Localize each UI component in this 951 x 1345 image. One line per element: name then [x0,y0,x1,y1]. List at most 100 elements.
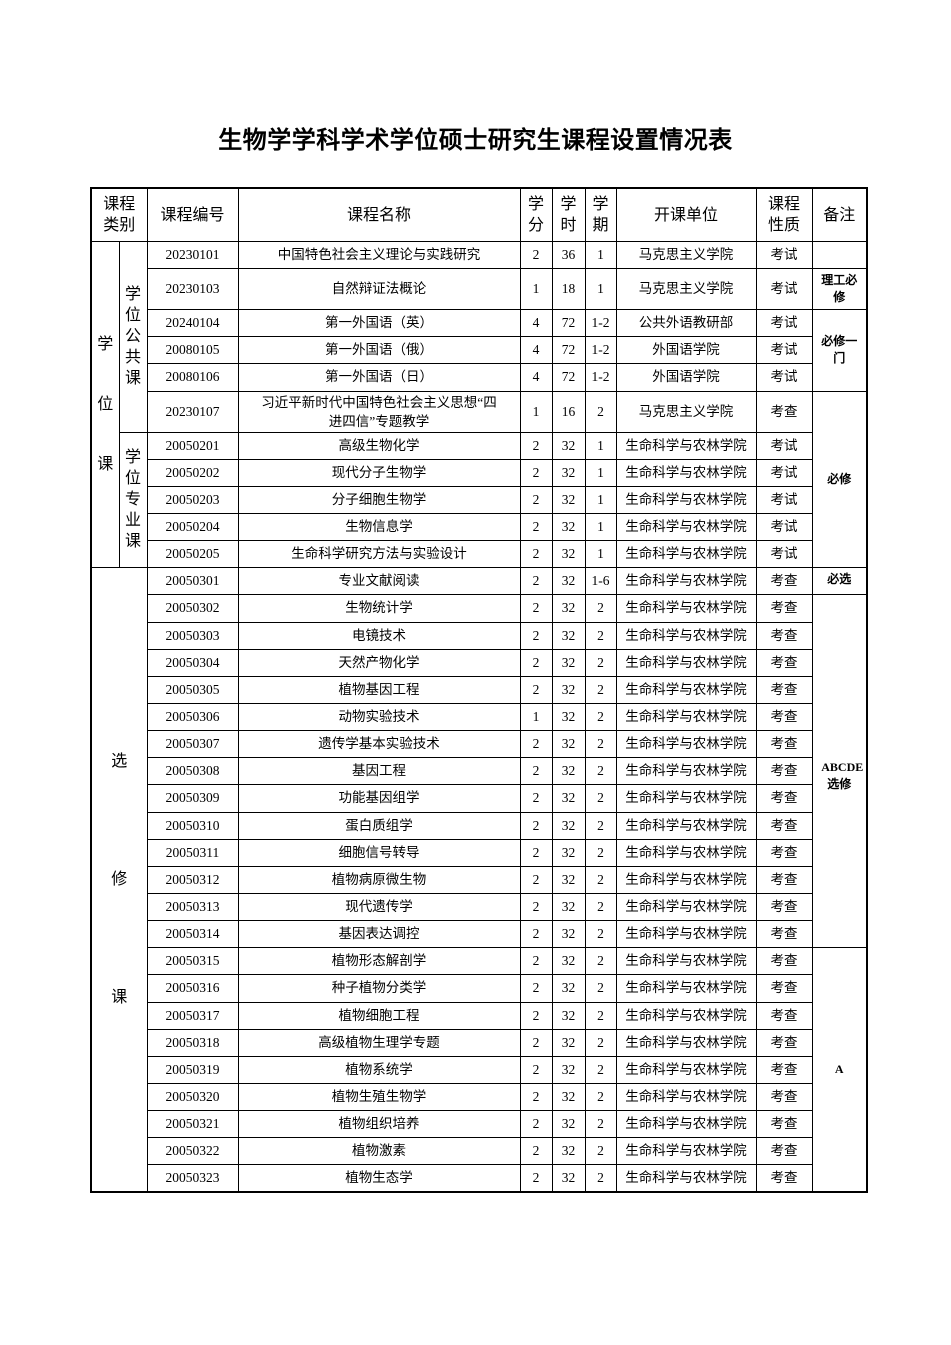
category-degree-major: 学位专业课 [118,431,148,569]
course-nature: 考查 [755,1001,813,1030]
course-credits: 4 [519,309,553,338]
course-credits: 2 [519,1055,553,1084]
table-row: 20050320 植物生殖生物学 2 32 2 生命科学与农林学院 考查 [91,1082,867,1112]
course-hours: 32 [551,648,586,677]
course-nature: 考试 [755,336,813,365]
course-name: 自然辩证法概论 [237,268,521,311]
course-code: 20050321 [146,1110,239,1139]
header-semester: 学期 [584,187,617,242]
course-nature: 考试 [755,512,813,542]
course-name: 高级生物化学 [237,431,521,460]
course-hours: 32 [551,621,586,650]
course-nature: 考试 [755,309,813,338]
course-credits: 2 [519,431,553,460]
course-code: 20050306 [146,702,239,732]
course-semester: 2 [584,892,617,922]
course-hours: 32 [551,892,586,922]
course-unit: 生命科学与农林学院 [615,485,757,514]
course-name: 电镜技术 [237,621,521,650]
course-nature: 考查 [755,947,813,976]
course-nature: 考查 [755,1164,813,1193]
course-nature: 考试 [755,431,813,460]
remark-cell: 必修一门 [811,309,868,392]
course-nature: 考查 [755,757,813,786]
category-degree: 学位课 [90,240,120,569]
course-hours: 32 [551,485,586,514]
course-unit: 生命科学与农林学院 [615,702,757,732]
course-hours: 32 [551,730,586,759]
course-nature: 考查 [755,865,813,894]
course-credits: 2 [519,512,553,542]
course-unit: 生命科学与农林学院 [615,1082,757,1112]
course-hours: 32 [551,675,586,704]
course-unit: 马克思主义学院 [615,240,757,270]
course-semester: 2 [584,621,617,650]
remark-cell: 必选 [811,567,868,596]
course-credits: 2 [519,865,553,894]
course-semester: 1 [584,268,617,311]
course-nature: 考查 [755,892,813,922]
table-row: 20050321 植物组织培养 2 32 2 生命科学与农林学院 考查 [91,1110,867,1139]
table-row: 20050205 生命科学研究方法与实验设计 2 32 1 生命科学与农林学院 考试 [91,540,867,569]
course-semester: 1 [584,485,617,514]
table-row: 20230107 习近平新时代中国特色社会主义思想“四进四信”专题教学 1 16 2 马克… [91,390,868,569]
course-hours: 32 [551,784,586,813]
course-semester: 1-2 [584,336,617,365]
course-code: 20050304 [146,648,239,677]
course-credits: 2 [519,730,553,759]
course-nature: 考查 [755,390,813,433]
course-credits: 2 [519,947,553,976]
course-code: 20050318 [146,1028,239,1057]
course-nature: 考查 [755,974,813,1003]
category-elective: 选修课 [90,567,148,1193]
course-nature: 考查 [755,675,813,704]
course-credits: 4 [519,336,553,365]
course-semester: 2 [584,1082,617,1112]
course-hours: 32 [551,865,586,894]
course-semester: 2 [584,1001,617,1030]
course-unit: 外国语学院 [615,363,757,392]
course-unit: 生命科学与农林学院 [615,431,757,460]
course-semester: 2 [584,784,617,813]
course-name: 第一外国语（英） [237,309,521,338]
course-unit: 生命科学与农林学院 [615,1110,757,1139]
course-credits: 2 [519,784,553,813]
course-code: 20080105 [146,336,239,365]
course-nature: 考试 [755,458,813,487]
course-name: 植物组织培养 [237,1110,521,1139]
header-name: 课程名称 [237,187,521,242]
course-unit: 生命科学与农林学院 [615,757,757,786]
course-code: 20240104 [146,309,239,338]
course-hours: 32 [551,431,586,460]
course-hours: 32 [551,1001,586,1030]
course-name: 现代遗传学 [237,892,521,922]
course-name: 细胞信号转导 [237,838,521,867]
table-row: 20050313 现代遗传学 2 32 2 生命科学与农林学院 考查 [91,892,867,922]
course-code: 20050316 [146,974,239,1003]
course-unit: 马克思主义学院 [615,268,757,311]
table-row: 20050323 植物生态学 2 32 2 生命科学与农林学院 考查 [91,1164,867,1193]
course-name: 植物激素 [237,1137,521,1166]
course-hours: 32 [551,1055,586,1084]
course-nature: 考查 [755,730,813,759]
header-category: 课程类别 [90,187,148,242]
course-unit: 生命科学与农林学院 [615,1001,757,1030]
page-title: 生物学学科学术学位硕士研究生课程设置情况表 [218,126,733,154]
course-credits: 2 [519,648,553,677]
course-table: 课程类别 课程编号 课程名称 学分 学时 学期 开课单位 课程性质 备注 学位课… [90,187,868,1193]
table-row: 20050307 遗传学基本实验技术 2 32 2 生命科学与农林学院 考查 [91,730,867,759]
course-name: 植物生态学 [237,1164,521,1193]
table-row: 20080106 第一外国语（日） 4 72 1-2 外国语学院 考试 [91,363,867,392]
course-credits: 2 [519,838,553,867]
course-nature: 考试 [755,240,813,270]
course-unit: 生命科学与农林学院 [615,1028,757,1057]
course-nature: 考查 [755,1137,813,1166]
course-hours: 32 [551,811,586,840]
course-credits: 2 [519,621,553,650]
table-row: 20050312 植物病原微生物 2 32 2 生命科学与农林学院 考查 [91,865,867,894]
header-credits: 学分 [519,187,553,242]
course-unit: 生命科学与农林学院 [615,865,757,894]
course-code: 20050315 [146,947,239,976]
course-code: 20080106 [146,363,239,392]
course-name: 植物病原微生物 [237,865,521,894]
